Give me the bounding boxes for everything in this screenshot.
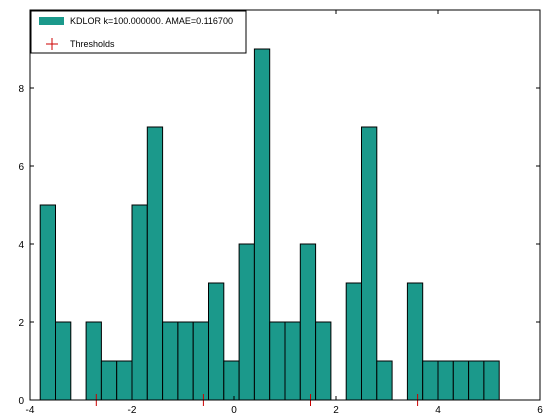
legend: KDLOR k=100.000000. AMAE=0.116700 Thresh… [30,10,247,54]
x-tick-label-2: 0 [231,405,237,416]
y-axis: 0 2 4 6 8 [18,84,540,407]
y-tick-label-2: 4 [18,240,24,251]
x-tick-label-5: 6 [537,405,543,416]
histogram-bar-17 [315,321,332,401]
histogram-bar-22 [422,360,439,401]
legend-label-bars: KDLOR k=100.000000. AMAE=0.116700 [70,16,233,26]
histogram-bar-9 [192,321,209,401]
histogram-bar-24 [452,360,470,401]
histogram-bar-13 [253,48,271,401]
plot-frame [29,9,541,401]
y-tick-label-0: 0 [18,396,24,407]
histogram-bar-14 [269,321,286,401]
histogram-bar-3 [100,360,118,401]
histogram-bar-20 [376,360,393,401]
bars-layer [39,48,500,401]
histogram-bar-15 [284,321,301,401]
histogram-bar-25 [468,360,485,401]
histogram-bar-1 [55,321,72,401]
histogram-bar-18 [345,282,363,401]
y-tick-label-1: 2 [18,318,24,329]
histogram-bar-23 [437,360,454,401]
x-tick-label-0: -4 [26,405,35,416]
histogram-bar-10 [208,282,225,401]
histogram-bar-16 [299,243,317,401]
histogram-bar-7 [162,321,179,401]
histogram-bar-11 [223,360,240,401]
histogram-bar-12 [238,243,255,401]
histogram-bar-2 [85,321,102,401]
histogram-bar-26 [483,360,500,401]
legend-label-thresholds: Thresholds [70,39,115,49]
y-tick-label-3: 6 [18,162,24,173]
histogram-bar-0 [39,204,57,401]
histogram-bar-8 [177,321,194,401]
histogram-bar-4 [116,360,133,401]
histogram-bar-21 [406,282,424,401]
histogram-bar-19 [361,126,378,401]
legend-swatch-bars [39,17,64,25]
y-tick-label-4: 8 [18,84,24,95]
x-tick-label-3: 2 [333,405,339,416]
x-tick-label-1: -2 [128,405,137,416]
histogram-bar-5 [131,204,148,401]
x-tick-label-4: 4 [435,405,441,416]
histogram-bar-6 [146,126,164,401]
legend-box [30,10,247,54]
